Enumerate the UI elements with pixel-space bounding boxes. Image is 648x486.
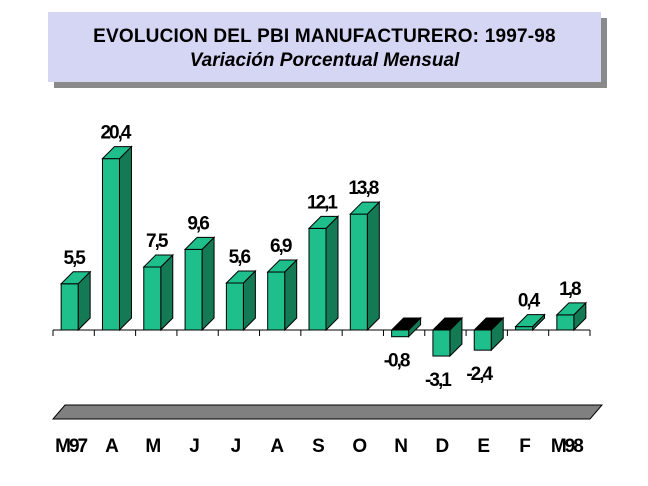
bar-top (431, 317, 464, 331)
x-tick-label: E (477, 436, 490, 457)
bar-top (183, 236, 216, 250)
bar-front (308, 227, 327, 331)
bar-value-label: -2,4 (466, 364, 493, 385)
bar-side (325, 215, 339, 332)
chart-title: EVOLUCION DEL PBI MANUFACTURERO: 1997-98 (93, 26, 556, 47)
x-tick-label: D (436, 436, 450, 457)
bar-top (555, 302, 588, 316)
bar-side (118, 145, 132, 332)
bar (307, 215, 340, 332)
bar-value-label: 12,1 (307, 192, 338, 213)
bar-top (266, 259, 298, 273)
bar-top (101, 146, 133, 160)
chart-floor (51, 404, 604, 420)
bar (59, 270, 92, 332)
bar-front (391, 329, 410, 338)
bar-value-label: 5,6 (229, 247, 251, 268)
bar-top (514, 314, 546, 328)
bar (266, 258, 298, 332)
bar (183, 236, 216, 332)
bar-value-label: 13,8 (348, 178, 378, 199)
bar-front (101, 158, 120, 331)
x-tick-label: O (352, 436, 367, 457)
bar-front (432, 329, 451, 357)
bar-value-label: 6,9 (270, 236, 292, 257)
bar (101, 145, 133, 332)
chart-title-box: EVOLUCION DEL PBI MANUFACTURERO: 1997-98… (48, 12, 601, 82)
bar (514, 313, 546, 332)
bar-top (349, 201, 381, 215)
bar-front (349, 213, 368, 331)
bar-side (201, 236, 215, 332)
bar-front (184, 248, 203, 331)
bar (473, 316, 505, 352)
bar-value-label: -0,8 (384, 351, 410, 372)
bar-top (59, 271, 92, 285)
x-tick-label: F (519, 436, 531, 457)
bar-front (267, 271, 286, 331)
bar (555, 301, 588, 332)
bar-top (390, 317, 422, 331)
x-tick-label: N (394, 436, 408, 457)
bar-value-label: 1,8 (559, 279, 581, 300)
x-tick-label: M97 (55, 436, 87, 457)
bar (390, 316, 422, 338)
x-tick-label: A (105, 436, 119, 457)
bar-value-label: 9,6 (187, 213, 209, 234)
bar-top (225, 270, 257, 284)
x-tick-label: A (270, 436, 284, 457)
x-tick-label: J (189, 436, 200, 457)
bar-value-label: 0,4 (518, 291, 541, 312)
bar-value-label: -3,1 (425, 370, 452, 391)
bar-value-label: 20,4 (100, 123, 131, 144)
bar-top (142, 254, 174, 268)
chart-subtitle: Variación Porcentual Mensual (189, 50, 460, 71)
bar-top (473, 317, 505, 331)
bar-front (473, 329, 492, 351)
bar-front (556, 314, 575, 331)
bar-value-label: 5,5 (63, 248, 86, 269)
bar-front (60, 283, 79, 331)
x-tick-label: M (145, 436, 161, 457)
bar-front (515, 326, 534, 331)
bar-side (160, 253, 174, 332)
bar (349, 200, 381, 332)
x-tick-label: J (231, 436, 242, 457)
bar (225, 269, 257, 332)
x-tick-label: S (312, 436, 325, 457)
bar-front (225, 282, 244, 331)
bar-top (307, 215, 340, 229)
bar (431, 316, 464, 358)
bar-value-label: 7,5 (146, 231, 169, 252)
x-tick-label: M98 (551, 436, 583, 457)
bar (142, 253, 174, 332)
bar-front (143, 266, 162, 331)
bar-side (366, 200, 380, 332)
